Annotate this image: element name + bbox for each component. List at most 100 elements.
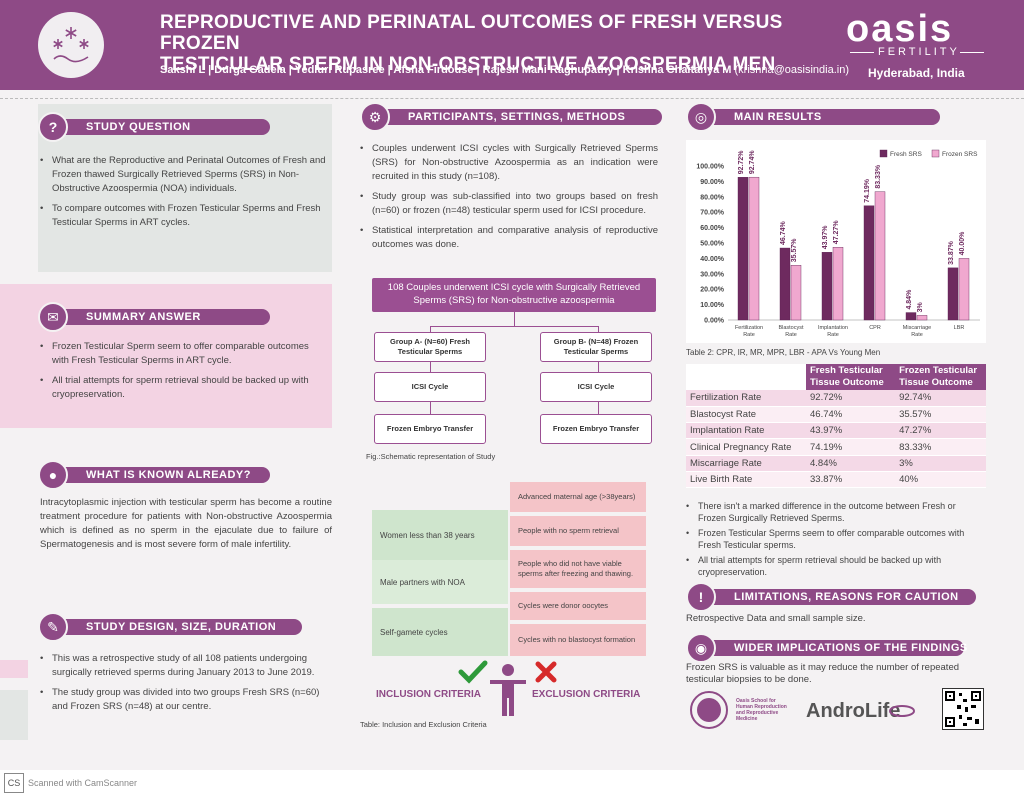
- table-row: Blastocyst Rate 46.74% 35.57%: [686, 406, 986, 424]
- x-tick-label: Fertilization: [735, 325, 763, 331]
- qr-code[interactable]: [942, 688, 984, 730]
- exclusion-item: Advanced maternal age (>38years): [510, 482, 646, 512]
- data-label: 92.72%: [738, 150, 745, 175]
- table-header-row: Fresh Testicular Tissue Outcome Frozen T…: [686, 364, 986, 390]
- bar-frozen: [874, 191, 886, 321]
- exclusion-item: Cycles with no blastocyst formation: [510, 624, 646, 656]
- data-label: 35.57%: [791, 238, 798, 263]
- flow-top-box: 108 Couples underwent ICSI cycle with Su…: [372, 278, 656, 312]
- transfer-box-b: Frozen Embryo Transfer: [540, 414, 652, 444]
- bar-frozen: [748, 176, 760, 321]
- list-item: Statistical interpretation and comparati…: [360, 224, 658, 252]
- table-row: Implantation Rate 43.97% 47.27%: [686, 422, 986, 440]
- y-tick-label: 70.00%: [700, 210, 725, 217]
- bar-frozen: [790, 265, 802, 321]
- table-row: Fertilization Rate 92.72% 92.74%: [686, 390, 986, 407]
- limitations-text: Retrospective Data and small sample size…: [686, 613, 866, 624]
- limitations-heading: LIMITATIONS, REASONS FOR CAUTION: [700, 589, 976, 605]
- frozen-value: 92.74%: [895, 390, 986, 407]
- list-item: Frozen Testicular Sperm seem to offer co…: [40, 340, 318, 368]
- inclusion-label: INCLUSION CRITERIA: [376, 689, 481, 700]
- data-label: 33.87%: [948, 240, 955, 265]
- flow-connector: [430, 362, 431, 372]
- row-label: Implantation Rate: [686, 422, 806, 440]
- y-tick-label: 30.00%: [700, 271, 725, 278]
- authors: Sakshi L | Durga Gadela | Yedluri Rupasr…: [160, 64, 849, 76]
- main-results-heading: MAIN RESULTS: [700, 109, 940, 125]
- x-tick-label: LBR: [954, 325, 965, 331]
- participants-heading: PARTICIPANTS, SETTINGS, METHODS: [374, 109, 662, 125]
- school-name: Oasis School for Human Reproduction and …: [736, 698, 787, 722]
- flow-connector: [598, 402, 599, 414]
- scanner-footer: CS Scanned with CamScanner: [0, 770, 1024, 797]
- icsi-box-a: ICSI Cycle: [374, 372, 486, 402]
- group-a-box: Group A- (N=60) Fresh Testicular Sperms: [374, 332, 486, 362]
- data-label: 43.97%: [822, 225, 829, 250]
- y-tick-label: 100.00%: [696, 164, 724, 171]
- data-label: 47.27%: [833, 220, 840, 245]
- target-icon: ◎: [686, 102, 716, 132]
- brand-line-left: [850, 52, 874, 53]
- table-row: Clinical Pregnancy Rate 74.19% 83.33%: [686, 438, 986, 456]
- x-tick-label: Miscarriage: [903, 325, 931, 331]
- school-seal-icon: [690, 691, 728, 729]
- flow-caption: Fig.:Schematic representation of Study: [366, 452, 496, 461]
- checkmark-icon: [458, 660, 488, 684]
- x-tick-label: CPR: [869, 325, 881, 331]
- androlife-swirl-icon: [889, 705, 915, 717]
- city-label: Hyderabad, India: [868, 66, 965, 80]
- table-row: Live Birth Rate 33.87% 40%: [686, 471, 986, 489]
- row-label: Clinical Pregnancy Rate: [686, 438, 806, 456]
- title-line-2: TESTICULAR SPERM IN NON-OBSTRUCTIVE AZOO…: [160, 54, 776, 75]
- header-blank: [686, 364, 806, 390]
- y-tick-label: 80.00%: [700, 194, 725, 201]
- title-line-1: REPRODUCTIVE AND PERINATAL OUTCOMES OF F…: [160, 12, 783, 54]
- exclusion-item: People who did not have viable sperms af…: [510, 550, 646, 588]
- bar-frozen: [958, 258, 970, 321]
- x-tick-label: Rate: [785, 332, 797, 338]
- inclusion-item: Women less than 38 years: [372, 510, 508, 560]
- frozen-value: 83.33%: [895, 438, 986, 456]
- list-item: There isn't a marked difference in the o…: [686, 500, 986, 524]
- poster-title: REPRODUCTIVE AND PERINATAL OUTCOMES OF F…: [160, 12, 810, 75]
- author-list: Sakshi L | Durga Gadela | Yedluri Rupasr…: [160, 64, 732, 76]
- data-label: 92.74%: [749, 150, 756, 175]
- design-accent: [0, 660, 28, 678]
- brand-logo-text: oasis: [846, 8, 954, 50]
- participants-text: Couples underwent ICSI cycles with Surgi…: [360, 142, 658, 258]
- androlife-logo: AndroLife: [806, 700, 901, 722]
- transfer-box-a: Frozen Embryo Transfer: [374, 414, 486, 444]
- snowflake-logo: [38, 12, 104, 78]
- icsi-box-b: ICSI Cycle: [540, 372, 652, 402]
- bar-fresh: [737, 177, 749, 321]
- flow-connector: [598, 326, 599, 332]
- bar-fresh: [779, 247, 791, 321]
- fresh-value: 92.72%: [806, 390, 896, 407]
- fresh-value: 4.84%: [806, 455, 896, 472]
- inclusion-item: Self-gamete cycles: [372, 608, 508, 656]
- bar-chart-svg: 0.00% 10.00% 20.00% 30.00% 40.00% 50.00% 60.00…: [696, 150, 980, 338]
- frozen-value: 3%: [895, 455, 986, 472]
- brand-subtitle: FERTILITY: [878, 46, 960, 58]
- results-chart: 0.00% 10.00% 20.00% 30.00% 40.00% 50.00% 60.00…: [686, 140, 986, 343]
- list-item: The study group was divided into two gro…: [40, 686, 332, 714]
- data-label: 4.84%: [906, 289, 913, 310]
- scanner-text: Scanned with CamScanner: [28, 778, 138, 788]
- known-already-text: Intracytoplasmic injection with testicul…: [40, 497, 332, 550]
- clipboard-search-icon: ✎: [38, 612, 68, 642]
- data-label: 46.74%: [780, 221, 787, 246]
- frozen-value: 47.27%: [895, 422, 986, 440]
- x-tick-label: Rate: [827, 332, 839, 338]
- table-row: Miscarriage Rate 4.84% 3%: [686, 455, 986, 472]
- y-tick-label: 40.00%: [700, 256, 725, 263]
- legend-label: Frozen SRS: [942, 151, 978, 158]
- lightbulb-icon: ●: [38, 460, 68, 490]
- y-tick-label: 50.00%: [700, 241, 725, 248]
- people-settings-icon: ⚙: [360, 102, 390, 132]
- criteria-caption: Table: Inclusion and Exclusion Criteria: [360, 720, 487, 729]
- y-tick-label: 10.00%: [700, 302, 725, 309]
- study-question-text: What are the Reproductive and Perinatal …: [40, 154, 328, 236]
- list-item: Study group was sub-classified into two …: [360, 190, 658, 218]
- study-design-heading: STUDY DESIGN, SIZE, DURATION: [52, 619, 302, 635]
- list-item: What are the Reproductive and Perinatal …: [40, 154, 328, 196]
